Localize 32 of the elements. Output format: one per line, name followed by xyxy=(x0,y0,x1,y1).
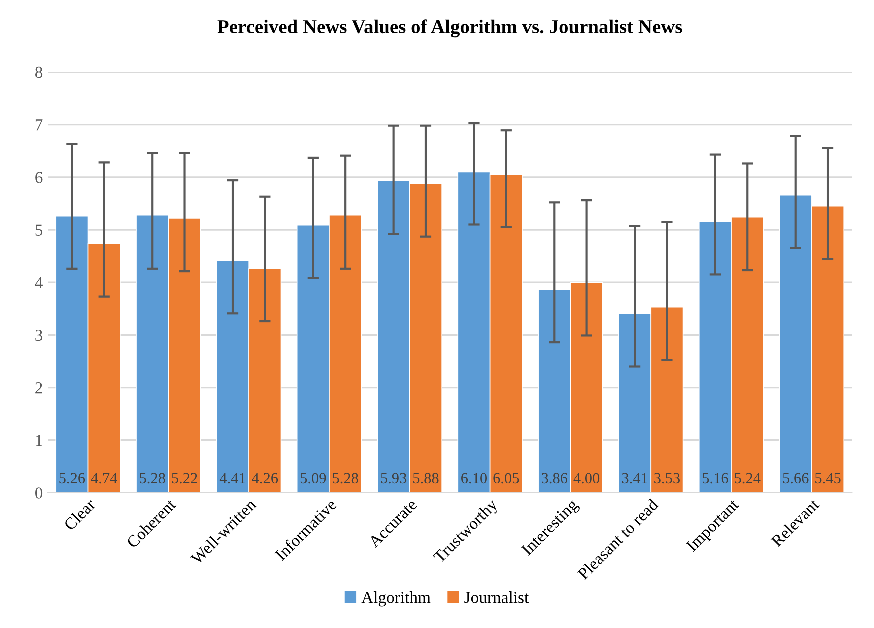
data-label: 6.10 xyxy=(462,473,488,484)
data-label: 6.05 xyxy=(494,473,520,484)
data-label: 5.88 xyxy=(414,473,439,484)
data-label: 5.09 xyxy=(300,473,326,484)
data-label: 4.74 xyxy=(91,473,118,484)
y-tick-label: 7 xyxy=(36,120,43,131)
data-label: 5.22 xyxy=(172,473,198,484)
y-tick-label: 2 xyxy=(36,382,42,394)
data-label: 3.86 xyxy=(542,473,568,484)
data-label: 5.24 xyxy=(735,473,761,484)
data-label: 5.93 xyxy=(381,473,407,484)
data-label: 4.00 xyxy=(574,473,600,484)
data-label: 4.41 xyxy=(220,473,246,484)
data-label: 5.26 xyxy=(60,473,86,484)
chart-title: Perceived News Values of Algorithm vs. Journalist News xyxy=(218,20,682,38)
y-tick-label: 0 xyxy=(36,488,43,499)
data-label: 5.28 xyxy=(140,473,166,484)
legend-label: Algorithm xyxy=(362,592,431,607)
legend-label: Journalist xyxy=(464,592,530,604)
data-label: 5.16 xyxy=(702,473,728,484)
y-tick-label: 4 xyxy=(35,277,43,288)
data-label: 3.41 xyxy=(622,473,648,484)
data-label: 4.26 xyxy=(252,473,278,484)
y-tick-label: 5 xyxy=(36,224,43,236)
y-tick-label: 8 xyxy=(36,66,43,78)
data-label: 5.66 xyxy=(783,473,809,484)
y-tick-label: 1 xyxy=(36,435,42,446)
data-label: 5.28 xyxy=(333,473,358,484)
data-label: 5.45 xyxy=(816,473,841,484)
y-tick-label: 3 xyxy=(36,330,43,342)
y-tick-label: 6 xyxy=(36,172,43,184)
data-label: 3.53 xyxy=(654,473,680,484)
